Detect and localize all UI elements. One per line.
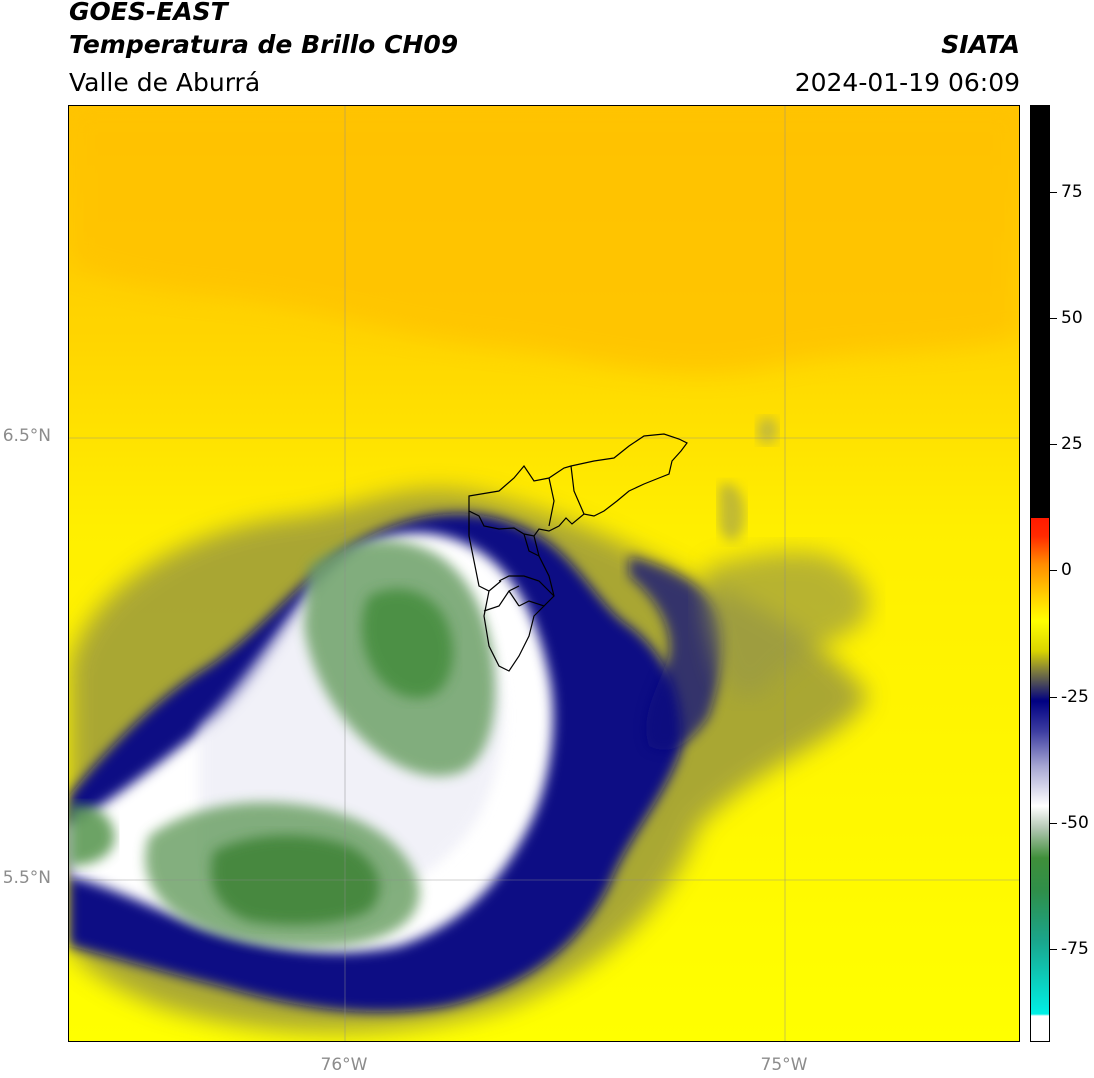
colorbar-tick-label: 25: [1061, 434, 1083, 455]
colorbar-tick: [1050, 191, 1057, 193]
green-patch-west: [69, 804, 115, 866]
colorbar: [1030, 105, 1050, 1042]
graticule: [69, 106, 1019, 1041]
datetime-label: 2024-01-19 06:09: [794, 68, 1020, 97]
satellite-title: GOES-EAST: [69, 0, 228, 26]
colorbar-tick: [1050, 444, 1057, 446]
colorbar-tick: [1050, 822, 1057, 824]
lon-label: 75°W: [760, 1055, 808, 1075]
municipality-boundaries: [468, 433, 688, 672]
brightness-temperature-map: [68, 105, 1020, 1042]
colorbar-tick: [1050, 570, 1057, 572]
green-core-north-inner: [362, 588, 454, 699]
olive-streak-far-east: [704, 551, 869, 697]
colorbar-tick-label: -75: [1061, 939, 1089, 960]
region-label: Valle de Aburrá: [69, 68, 261, 97]
colorbar-tick-label: 50: [1061, 308, 1083, 329]
warm-region-northeast: [69, 106, 1019, 373]
lat-label: 5.5°N: [2, 868, 51, 888]
olive-spot: [757, 416, 778, 445]
colorbar-tick: [1050, 949, 1057, 951]
colorbar-tick-label: -50: [1061, 812, 1089, 833]
lat-label: 6.5°N: [2, 426, 51, 446]
colorbar-tick-label: -25: [1061, 686, 1089, 707]
navy-streak-east: [629, 556, 724, 750]
colorbar-tick-label: 0: [1061, 560, 1072, 581]
product-title: Temperatura de Brillo CH09: [69, 30, 459, 59]
olive-streak-far-east-2: [719, 483, 745, 541]
colorbar-tick: [1050, 318, 1057, 320]
agency-label: SIATA: [941, 30, 1020, 59]
lon-label: 76°W: [320, 1055, 368, 1075]
colorbar-tick: [1050, 696, 1057, 698]
colorbar-tick-label: 75: [1061, 181, 1083, 202]
